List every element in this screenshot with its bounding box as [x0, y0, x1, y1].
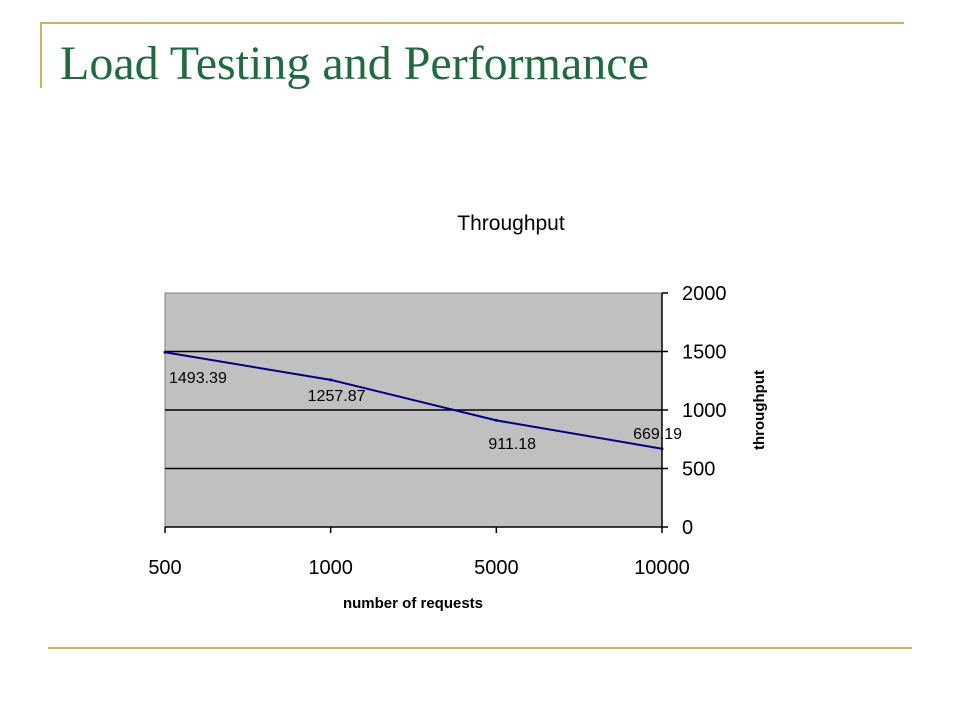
y-tick-label: 0 — [682, 517, 693, 539]
data-label: 669.19 — [633, 426, 682, 443]
data-label: 911.18 — [488, 436, 536, 453]
y-tick-label: 1500 — [682, 342, 727, 364]
data-point — [494, 418, 498, 422]
slide-title: Load Testing and Performance — [60, 37, 649, 90]
decorative-rule-bottom — [48, 647, 912, 649]
decorative-rule-left — [40, 22, 42, 88]
data-point — [660, 447, 664, 451]
x-tick-label: 1000 — [308, 557, 353, 579]
data-point — [163, 350, 167, 354]
decorative-rule-top — [40, 22, 904, 24]
y-tick-label: 2000 — [682, 283, 727, 305]
series-line-throughput — [164, 351, 663, 450]
y-tick-label: 500 — [682, 459, 715, 481]
chart-title: Throughput — [457, 212, 565, 235]
x-tick-label: 5000 — [474, 557, 519, 579]
x-tick-label: 10000 — [634, 557, 690, 579]
data-point — [329, 378, 333, 382]
y-axis-title: throughput — [751, 370, 768, 450]
x-tick-label: 500 — [148, 557, 181, 579]
x-axis-title: number of requests — [343, 595, 483, 612]
data-label: 1493.39 — [169, 370, 227, 387]
data-label: 1257.87 — [308, 388, 366, 405]
y-tick-label: 1000 — [682, 400, 727, 422]
